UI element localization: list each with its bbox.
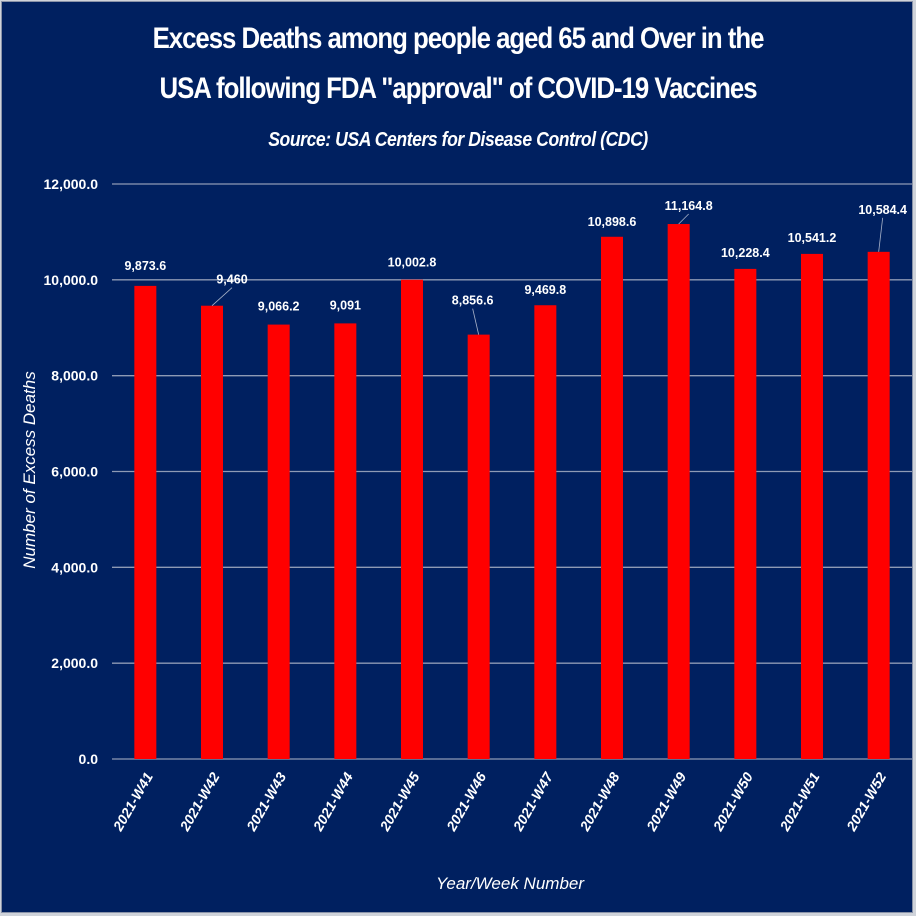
bar bbox=[134, 285, 157, 759]
data-labels: 9,873.6 9,460 9,066.2 9,091 10,002.8 8,856.6 9… bbox=[124, 199, 907, 335]
data-label: 11,164.8 bbox=[665, 199, 713, 213]
x-tick-label: 2021-W45 bbox=[376, 769, 423, 834]
data-label: 9,469.8 bbox=[524, 283, 566, 297]
bar bbox=[467, 334, 490, 759]
x-tick-label: 2021-W52 bbox=[843, 769, 890, 834]
data-label: 8,856.6 bbox=[452, 294, 494, 308]
bar bbox=[401, 279, 423, 759]
leader-line bbox=[678, 213, 689, 225]
x-tick-label: 2021-W48 bbox=[576, 769, 623, 834]
x-axis-label: Year/Week Number bbox=[436, 874, 585, 893]
chart-title-line-2: USA following FDA "approval" of COVID-19… bbox=[159, 72, 757, 105]
bar bbox=[534, 305, 557, 759]
y-axis-label: Number of Excess Deaths bbox=[20, 371, 39, 569]
leader-line bbox=[472, 308, 480, 335]
bar bbox=[201, 305, 223, 759]
y-axis-ticks: 0.0 2,000.0 4,000.0 6,000.0 8,000.0 10,000.0 1… bbox=[44, 176, 99, 767]
x-tick-label: 2021-W51 bbox=[776, 769, 823, 834]
chart-title-line-1: Excess Deaths among people aged 65 and O… bbox=[152, 22, 765, 55]
bar bbox=[801, 253, 823, 760]
x-tick-label: 2021-W44 bbox=[309, 769, 356, 834]
bar bbox=[667, 224, 690, 759]
data-label: 10,541.2 bbox=[788, 231, 837, 245]
data-label: 9,873.6 bbox=[124, 259, 166, 273]
x-axis-ticks: 2021-W41 2021-W42 2021-W43 2021-W44 2021-W45… bbox=[109, 768, 889, 834]
data-label: 10,228.4 bbox=[721, 246, 770, 260]
x-tick-label: 2021-W43 bbox=[243, 769, 290, 834]
bar bbox=[601, 236, 623, 760]
bar bbox=[734, 268, 757, 759]
y-tick-label: 10,000.0 bbox=[44, 272, 99, 288]
bar bbox=[334, 323, 357, 759]
data-label: 10,584.4 bbox=[858, 203, 907, 217]
data-label: 9,460 bbox=[216, 273, 247, 287]
x-tick-label: 2021-W50 bbox=[709, 769, 756, 834]
leader-line bbox=[211, 287, 233, 307]
bar bbox=[867, 251, 890, 760]
data-label: 9,091 bbox=[330, 298, 361, 312]
data-label: 10,898.6 bbox=[588, 215, 637, 229]
y-tick-label: 0.0 bbox=[79, 751, 99, 767]
x-tick-label: 2021-W41 bbox=[109, 769, 156, 834]
x-tick-label: 2021-W46 bbox=[443, 769, 490, 834]
x-tick-label: 2021-W49 bbox=[643, 769, 690, 834]
x-tick-label: 2021-W47 bbox=[509, 768, 556, 834]
bar bbox=[267, 324, 290, 759]
y-tick-label: 12,000.0 bbox=[44, 176, 99, 192]
y-tick-label: 8,000.0 bbox=[51, 368, 98, 384]
chart-subtitle: Source: USA Centers for Disease Control … bbox=[268, 129, 648, 151]
bars bbox=[134, 224, 890, 760]
data-label: 10,002.8 bbox=[388, 256, 437, 270]
leader-line bbox=[878, 217, 884, 252]
y-tick-label: 2,000.0 bbox=[51, 655, 98, 671]
y-tick-label: 6,000.0 bbox=[51, 464, 98, 480]
y-tick-label: 4,000.0 bbox=[51, 559, 98, 575]
gridlines bbox=[112, 183, 912, 760]
data-label: 9,066.2 bbox=[258, 300, 300, 314]
x-tick-label: 2021-W42 bbox=[176, 769, 223, 834]
